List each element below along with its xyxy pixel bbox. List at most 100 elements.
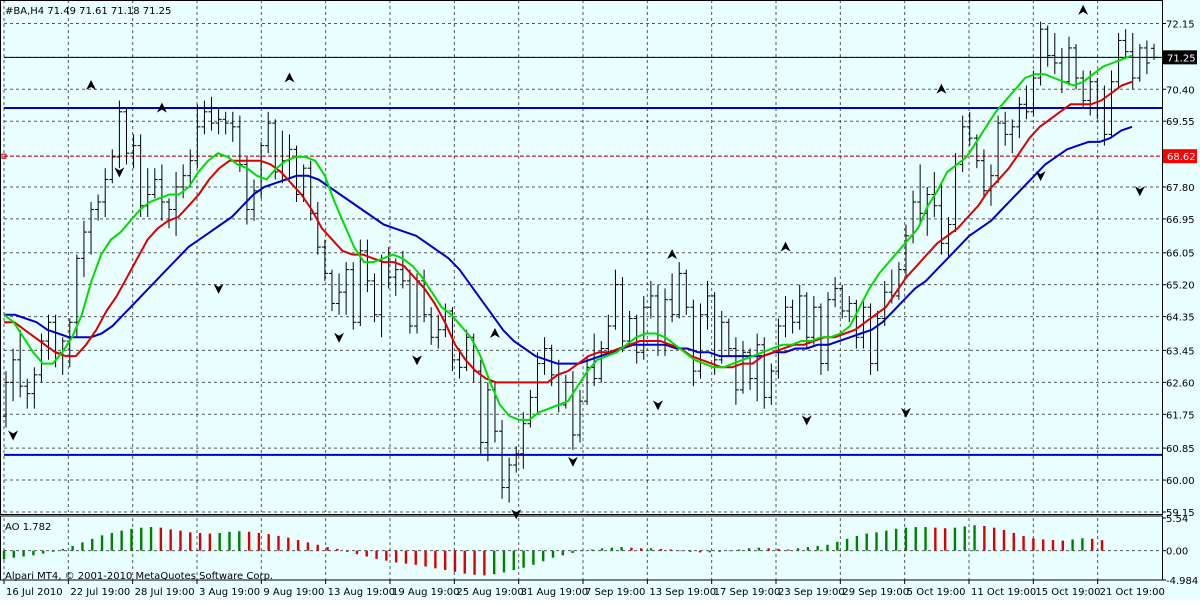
ao-frame [0, 515, 1163, 581]
fractal-down-arrow [412, 355, 423, 366]
ao-bar [669, 549, 672, 551]
ohlc-bar [499, 419, 506, 499]
ao-bar [22, 550, 25, 557]
ohlc-bar [336, 273, 343, 315]
ao-bar [42, 550, 45, 554]
ao-bar [473, 550, 476, 575]
ohlc-bar [95, 194, 102, 221]
ohlc-bar [1009, 119, 1016, 154]
fractal-down-arrow [801, 415, 812, 426]
ao-bar [257, 532, 261, 551]
ao-bar [551, 550, 555, 558]
ao-bar [806, 547, 810, 551]
ohlc-bar [1073, 44, 1080, 90]
ohlc-bar [874, 310, 881, 372]
ao-tick-label: -4.984 [1166, 576, 1198, 587]
ao-bar [610, 547, 614, 551]
fractal-down-arrow [334, 332, 345, 343]
symbol-info: #BA,H4 71.49 71.61 71.18 71.25 [5, 6, 171, 17]
ao-bar [51, 550, 55, 552]
ao-bar [12, 550, 16, 558]
time-tick-label: 7 Sep 19:00 [585, 587, 645, 598]
ao-bar [247, 531, 251, 551]
ohlc-bar [293, 145, 300, 202]
ao-bar [983, 525, 986, 551]
ao-bar [61, 548, 65, 551]
ao-bar [336, 548, 339, 551]
ohlc-bar [1094, 78, 1101, 120]
ohlc-bar [584, 356, 591, 405]
ohlc-bar [45, 314, 52, 360]
ao-bar [267, 534, 270, 551]
fractal-down-arrow [652, 400, 663, 411]
ohlc-bar [24, 378, 31, 409]
fractal-down-arrow [900, 407, 911, 418]
ohlc-bar [314, 202, 321, 255]
ao-bar [845, 538, 849, 551]
ao-bar [591, 549, 594, 551]
ao-bar [189, 532, 192, 551]
ohlc-bar [577, 389, 583, 443]
ao-bar [1032, 538, 1035, 551]
ohlc-bar [137, 134, 144, 218]
ao-bar [904, 527, 908, 551]
fractal-down-arrow [114, 167, 125, 178]
time-tick-label: 25 Aug 19:00 [456, 587, 523, 598]
ao-bar [679, 550, 682, 552]
time-tick-label: 5 Oct 19:00 [907, 587, 966, 598]
ohlc-bar [1122, 29, 1129, 60]
ao-bar [316, 544, 319, 551]
ohlc-bar [669, 273, 676, 323]
ao-bar [1041, 539, 1045, 551]
ohlc-bar [222, 111, 229, 135]
ao-bar [640, 548, 643, 551]
ohlc-bar [1037, 21, 1044, 86]
ao-bar [238, 531, 241, 551]
time-tick-label: 29 Sep 19:00 [842, 587, 909, 598]
ohlc-bar [633, 314, 640, 364]
ao-bar [620, 547, 623, 551]
ohlc-bar [605, 314, 612, 357]
time-tick-label: 28 Jul 19:00 [135, 587, 195, 598]
ohlc-bar [1016, 96, 1023, 139]
ohlc-bar [1101, 85, 1108, 146]
ao-bar [689, 550, 692, 552]
ao-bar [757, 547, 761, 551]
fractal-up-arrow [780, 241, 791, 252]
ao-bar [81, 542, 84, 551]
ao-bar [443, 550, 447, 571]
ao-bar [600, 548, 604, 551]
ohlc-bar [612, 269, 619, 330]
ao-bar [894, 528, 898, 551]
ohlc-bar [506, 457, 513, 503]
fractal-down-arrow [8, 430, 19, 441]
ao-bar [277, 535, 280, 551]
ao-bar [1022, 535, 1025, 551]
ohlc-bar [116, 100, 123, 169]
time-tick-label: 9 Aug 19:00 [263, 587, 324, 598]
ao-bar [110, 532, 114, 551]
ohlc-bar [683, 269, 690, 315]
ao-bar [973, 525, 976, 551]
ohlc-bar [789, 299, 796, 334]
ao-bar [1012, 532, 1015, 551]
ohlc-bar [428, 307, 435, 345]
ao-label: AO 1.782 [5, 522, 51, 533]
ohlc-bar [846, 295, 853, 323]
ohlc-bar [747, 348, 754, 390]
ao-bar [1081, 538, 1084, 551]
ohlc-bar [711, 292, 718, 375]
ohlc-bar [1136, 44, 1143, 82]
ohlc-bar [328, 269, 335, 311]
ohlc-bar [17, 329, 24, 398]
time-tick-label: 13 Aug 19:00 [328, 587, 395, 598]
ao-bar [826, 544, 829, 551]
ohlc-bar [406, 269, 413, 334]
ohlc-bar [265, 111, 272, 154]
ao-bar [71, 545, 74, 551]
ohlc-bar [1129, 32, 1136, 90]
ao-bar [865, 533, 868, 551]
ao-bar [228, 531, 231, 551]
